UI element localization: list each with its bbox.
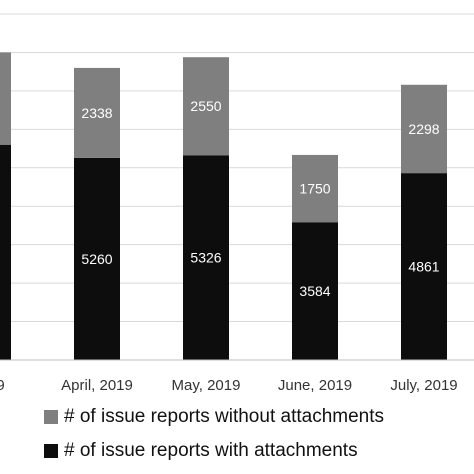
bar-without-attachments bbox=[183, 57, 229, 156]
legend-swatch-without-attachments bbox=[44, 410, 58, 424]
data-label-without-attachments: 2298 bbox=[408, 121, 439, 137]
data-label-without-attachments: 1750 bbox=[299, 181, 330, 197]
x-tick-label: April, 2019 bbox=[61, 377, 133, 394]
x-tick-label: May, 2019 bbox=[172, 377, 241, 394]
x-tick-label: July, 2019 bbox=[390, 377, 457, 394]
x-axis-ticks: 2019 April, 2019 May, 2019 June, 2019 July, … bbox=[0, 377, 458, 394]
data-label-with-attachments: 3584 bbox=[299, 283, 330, 299]
x-tick-label: June, 2019 bbox=[278, 377, 352, 394]
legend-label-without-attachments: # of issue reports without attachments bbox=[64, 406, 384, 427]
data-labels: 1152602338532625503584175048612298 bbox=[81, 98, 439, 299]
legend-swatch-with-attachments bbox=[44, 444, 58, 458]
data-label-without-attachments: 2338 bbox=[81, 105, 112, 121]
bars bbox=[0, 52, 447, 360]
bar-without-attachments bbox=[401, 84, 447, 174]
bar-without-attachments bbox=[292, 154, 338, 223]
x-tick-label: 2019 bbox=[0, 377, 5, 394]
bar-without-attachments bbox=[74, 67, 120, 158]
bar-with-attachments bbox=[74, 157, 120, 360]
data-label-with-attachments: 5260 bbox=[81, 251, 112, 267]
legend-item-without-attachments: # of issue reports without attachments bbox=[44, 400, 464, 434]
legend-item-with-attachments: # of issue reports with attachments bbox=[44, 434, 464, 468]
bar-with-attachments bbox=[292, 222, 338, 360]
bar-with-attachments bbox=[0, 144, 11, 360]
legend: # of issue reports without attachments #… bbox=[44, 400, 464, 468]
bar-with-attachments bbox=[401, 173, 447, 360]
bar-without-attachments bbox=[0, 52, 11, 145]
data-label-with-attachments: 5326 bbox=[190, 250, 221, 266]
data-label-with-attachments: 4861 bbox=[408, 259, 439, 275]
bar-with-attachments bbox=[183, 155, 229, 360]
data-label-without-attachments: 2550 bbox=[190, 98, 221, 114]
legend-label-with-attachments: # of issue reports with attachments bbox=[64, 440, 358, 461]
